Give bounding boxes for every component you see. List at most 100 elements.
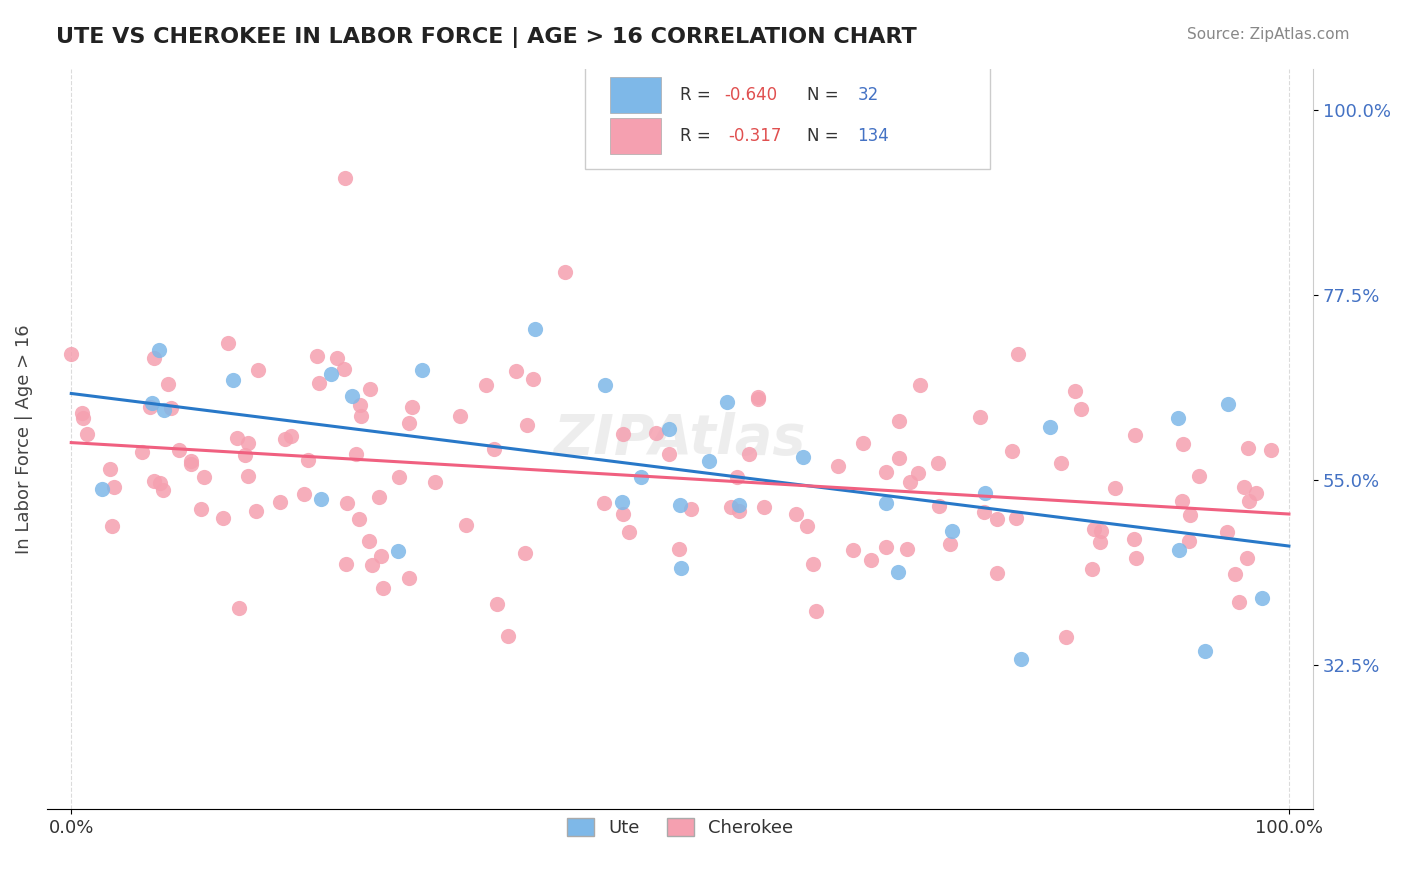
Point [593,378,616,392]
Point [344,446,367,460]
Point [1194,644,1216,658]
Point [727,504,749,518]
Point [336,495,359,509]
Point [1216,525,1239,540]
Text: N =: N = [807,87,844,104]
Point [898,475,921,489]
Point [1237,441,1260,455]
Point [370,549,392,563]
Point [505,364,527,378]
Point [728,498,751,512]
Point [1054,630,1077,644]
Point [796,519,818,533]
Point [1178,508,1201,522]
Text: 32: 32 [858,87,879,104]
Point [610,494,633,508]
Point [1178,534,1201,549]
FancyBboxPatch shape [610,118,661,153]
Point [325,351,347,365]
Point [747,390,769,404]
Point [245,504,267,518]
Point [1251,591,1274,606]
Point [612,427,634,442]
Point [347,512,370,526]
Point [907,466,929,480]
Point [792,450,814,465]
Point [1223,566,1246,581]
Point [76,427,98,442]
Point [180,453,202,467]
Point [1039,419,1062,434]
Point [319,367,342,381]
Point [592,496,614,510]
Point [387,543,409,558]
Point [859,553,882,567]
Point [887,566,910,580]
Point [236,469,259,483]
Point [280,429,302,443]
Point [247,363,270,377]
Point [236,436,259,450]
Point [522,372,544,386]
Point [681,501,703,516]
Point [1122,532,1144,546]
Point [720,500,742,514]
Legend: Ute, Cherokee: Ute, Cherokee [560,811,800,845]
Text: -0.640: -0.640 [724,87,778,104]
Point [474,378,496,392]
Point [349,398,371,412]
Point [785,507,807,521]
Point [297,453,319,467]
Point [90,482,112,496]
Point [373,581,395,595]
Point [896,541,918,556]
Point [368,490,391,504]
Text: Source: ZipAtlas.com: Source: ZipAtlas.com [1187,27,1350,42]
Text: 134: 134 [858,127,889,145]
Point [1088,534,1111,549]
Point [160,401,183,416]
Point [398,571,420,585]
Point [101,519,124,533]
Point [153,403,176,417]
Point [747,392,769,406]
Point [217,336,239,351]
Point [148,343,170,357]
Point [658,422,681,436]
Point [941,524,963,538]
Point [1004,510,1026,524]
Point [658,447,681,461]
Point [516,417,538,432]
Point [235,448,257,462]
Text: ZIPAtlas: ZIPAtlas [554,412,806,466]
Point [939,537,962,551]
Point [986,566,1008,581]
Point [141,396,163,410]
Point [401,400,423,414]
Point [456,517,478,532]
Point [335,558,357,572]
Point [1104,481,1126,495]
Point [1064,384,1087,398]
Point [875,495,897,509]
Point [1260,442,1282,457]
Point [973,505,995,519]
Point [1236,551,1258,566]
Text: UTE VS CHEROKEE IN LABOR FORCE | AGE > 16 CORRELATION CHART: UTE VS CHEROKEE IN LABOR FORCE | AGE > 1… [56,27,917,48]
Text: R =: R = [681,87,716,104]
Point [554,265,576,279]
Point [908,377,931,392]
Point [1188,469,1211,483]
Point [496,629,519,643]
Point [193,469,215,483]
Point [131,444,153,458]
Point [423,475,446,489]
Point [1081,562,1104,576]
Point [671,560,693,574]
Point [1123,428,1146,442]
Point [103,480,125,494]
Point [697,454,720,468]
Text: N =: N = [807,127,844,145]
Point [1227,595,1250,609]
Point [411,363,433,377]
